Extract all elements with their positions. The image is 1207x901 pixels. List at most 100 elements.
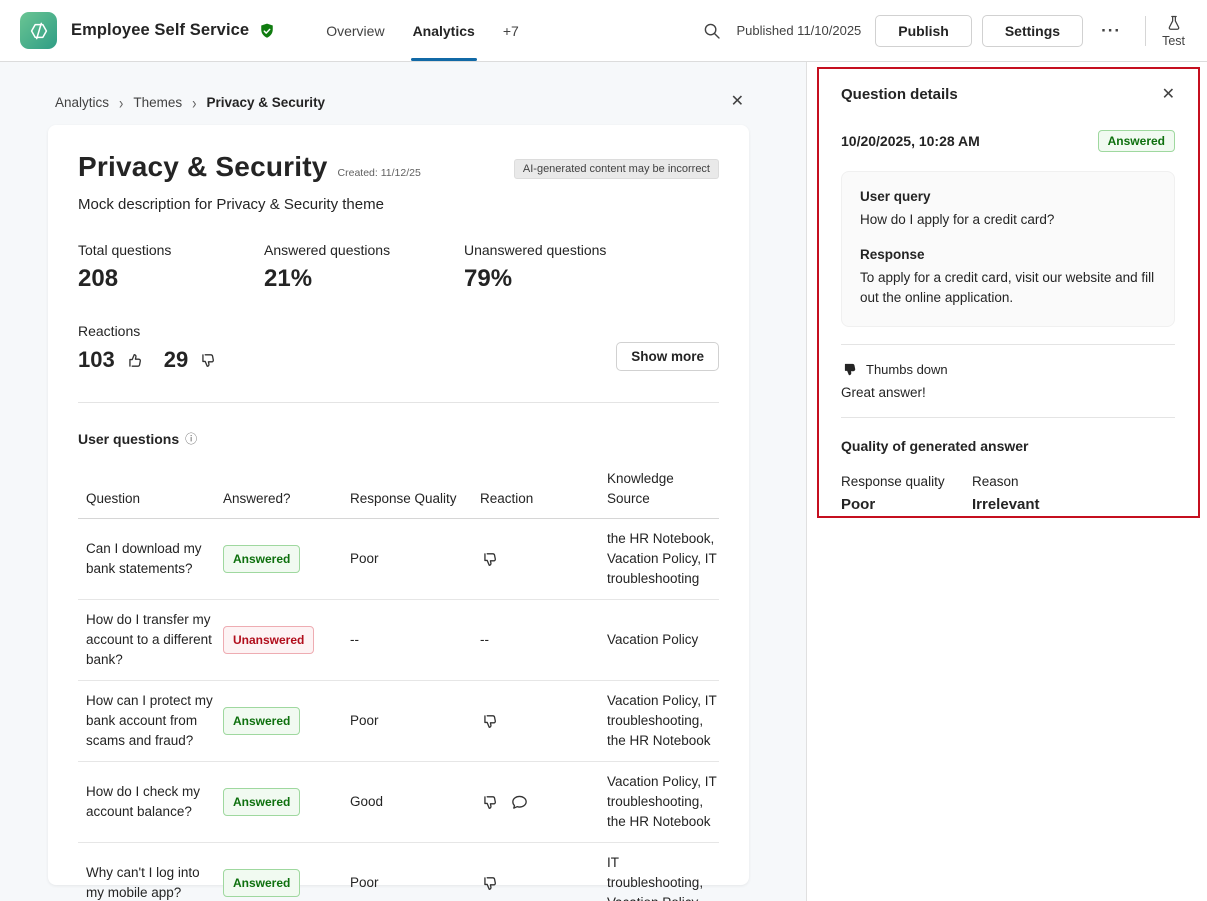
column-question: Question: [86, 491, 141, 506]
thumbs-up-icon: [125, 351, 144, 370]
user-query-label: User query: [860, 189, 931, 204]
table-row[interactable]: How do I transfer my account to a differ…: [78, 600, 719, 681]
ai-disclaimer-badge: AI-generated content may be incorrect: [513, 159, 719, 179]
question-cell: Why can't I log into my mobile app?: [86, 865, 200, 900]
unanswered-badge: Unanswered: [223, 626, 315, 654]
reaction-cell: [480, 681, 607, 761]
reason-block: Reason Irrelevant: [972, 474, 1103, 513]
theme-description: Mock description for Privacy & Security …: [78, 196, 384, 213]
source-cell: Vacation Policy: [607, 632, 699, 647]
table-header: Question Answered? Response Quality Reac…: [78, 461, 719, 519]
publish-button[interactable]: Publish: [875, 14, 972, 47]
quality-cell: Poor: [350, 875, 379, 890]
stats-row: Total questions 208 Answered questions 2…: [78, 242, 719, 293]
reactions-label: Reactions: [78, 323, 141, 339]
question-timestamp: 10/20/2025, 10:28 AM: [841, 133, 980, 149]
show-more-button[interactable]: Show more: [616, 342, 719, 371]
table-row[interactable]: How can I protect my bank account from s…: [78, 681, 719, 762]
info-icon[interactable]: ⓘ: [185, 432, 198, 446]
panel-divider: [841, 344, 1175, 345]
top-tabs: Overview Analytics +7: [312, 0, 533, 61]
created-date: Created: 11/12/25: [337, 167, 421, 179]
test-button[interactable]: Test: [1162, 14, 1185, 48]
quality-cell: --: [350, 632, 359, 647]
table-row[interactable]: Can I download my bank statements? Answe…: [78, 519, 719, 600]
theme-title: Privacy & Security: [78, 151, 328, 182]
reaction-cell: [480, 762, 607, 842]
breadcrumb-themes[interactable]: Themes: [133, 94, 183, 110]
theme-card: Privacy & Security Created: 11/12/25 AI-…: [48, 125, 749, 901]
breadcrumb-analytics[interactable]: Analytics: [55, 94, 110, 110]
table-row[interactable]: How do I check my account balance? Answe…: [78, 762, 719, 843]
verified-shield-icon: [258, 22, 276, 40]
breadcrumb: Analytics › Themes › Privacy & Security: [55, 92, 325, 112]
reaction-cell: [480, 843, 607, 901]
source-cell: IT troubleshooting, Vacation Policy: [607, 855, 704, 901]
more-options-button[interactable]: ···: [1093, 17, 1129, 45]
search-button[interactable]: [698, 17, 726, 45]
reaction-cell: --: [480, 632, 489, 647]
question-details-panel: Question details ✕ 10/20/2025, 10:28 AM …: [807, 62, 1207, 901]
response-quality-value: Poor: [841, 496, 876, 513]
source-cell: Vacation Policy, IT troubleshooting, the…: [607, 774, 717, 829]
answered-badge: Answered: [223, 869, 301, 897]
close-theme-button[interactable]: ✕: [730, 93, 744, 110]
tab-analytics[interactable]: Analytics: [399, 0, 489, 61]
published-status: Published 11/10/2025: [736, 23, 862, 38]
question-cell: How can I protect my bank account from s…: [86, 693, 213, 748]
analytics-main: Analytics › Themes › Privacy & Security …: [0, 62, 807, 901]
answered-badge: Answered: [223, 545, 301, 573]
panel-title: Question details: [841, 86, 958, 103]
response-quality-block: Response quality Poor: [841, 474, 972, 513]
thumbs-down-icon: [480, 550, 499, 569]
flask-icon: [1168, 15, 1179, 30]
stat-unanswered-questions: Unanswered questions 79%: [464, 242, 607, 292]
table-row[interactable]: Why can't I log into my mobile app? Answ…: [78, 843, 719, 901]
quality-cell: Good: [350, 794, 384, 809]
header-divider: [1145, 15, 1147, 46]
user-query-text: How do I apply for a credit card?: [860, 212, 1055, 227]
app-title: Employee Self Service: [71, 21, 250, 39]
column-answered: Answered?: [223, 491, 291, 506]
tab-overview[interactable]: Overview: [326, 22, 385, 39]
stat-answered-questions: Answered questions 21%: [264, 242, 391, 292]
source-cell: Vacation Policy, IT troubleshooting, the…: [607, 693, 717, 748]
stat-total-questions: Total questions 208: [78, 242, 172, 292]
reactions-block: Reactions 103 29 Show more: [78, 323, 719, 373]
answered-badge: Answered: [1097, 130, 1175, 152]
feedback-type-label: Thumbs down: [866, 362, 948, 377]
quality-heading: Quality of generated answer: [841, 438, 1029, 454]
chevron-right-icon: ›: [119, 92, 124, 112]
feedback-block: Thumbs down Great answer!: [841, 361, 1175, 400]
app-logo-icon: [20, 12, 57, 49]
close-panel-button[interactable]: ✕: [1161, 85, 1175, 103]
column-response-quality: Response Quality: [350, 491, 457, 506]
comment-icon: [510, 793, 529, 812]
quality-cell: Poor: [350, 551, 379, 566]
user-questions-table: Question Answered? Response Quality Reac…: [78, 461, 719, 901]
question-cell: How do I check my account balance?: [86, 784, 201, 819]
reaction-cell: [480, 519, 607, 599]
top-bar: Employee Self Service Overview Analytics…: [0, 0, 1207, 62]
feedback-comment: Great answer!: [841, 385, 926, 400]
tab-overflow[interactable]: +7: [502, 22, 519, 39]
panel-divider: [841, 417, 1175, 418]
quality-cell: Poor: [350, 713, 379, 728]
thumbs-up-count: 103: [78, 347, 115, 372]
answered-badge: Answered: [223, 788, 301, 816]
chevron-right-icon: ›: [192, 92, 197, 112]
test-label: Test: [1162, 33, 1185, 48]
answered-badge: Answered: [223, 707, 301, 735]
column-knowledge-source: Knowledge Source: [607, 471, 674, 506]
thumbs-down-icon: [480, 874, 499, 893]
thumbs-down-count: 29: [163, 347, 189, 372]
section-divider: [78, 402, 719, 403]
question-cell: How do I transfer my account to a differ…: [86, 612, 212, 667]
settings-button[interactable]: Settings: [981, 14, 1084, 47]
question-cell: Can I download my bank statements?: [86, 541, 202, 576]
reason-value: Irrelevant: [972, 496, 1040, 513]
response-label: Response: [860, 247, 925, 262]
query-response-card: User query How do I apply for a credit c…: [841, 171, 1175, 327]
column-reaction: Reaction: [480, 491, 534, 506]
